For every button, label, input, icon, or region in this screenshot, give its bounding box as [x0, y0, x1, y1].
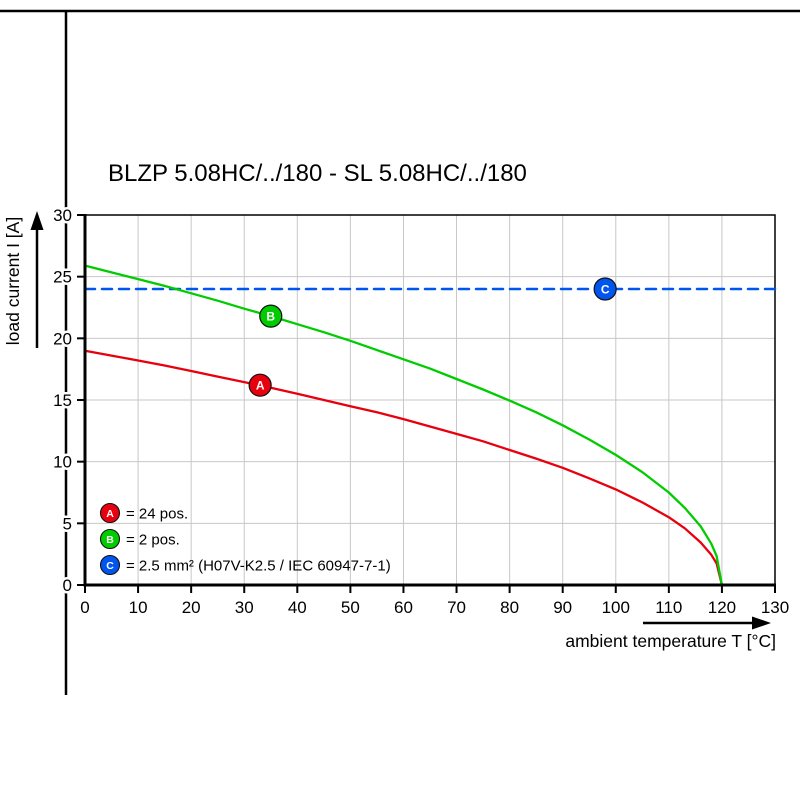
x-tick-label: 20: [182, 598, 201, 617]
x-axis-arrowhead-icon: [752, 616, 771, 630]
curve-marker-circle: [593, 277, 617, 301]
legend-marker-letter: C: [106, 560, 114, 572]
curve-marker-circle: [248, 373, 272, 397]
x-tick-label: 120: [708, 598, 736, 617]
x-tick-label: 130: [761, 598, 789, 617]
x-tick-label: 50: [341, 598, 360, 617]
curve-marker-B: B: [259, 304, 283, 328]
legend-item-B: B = 2 pos.: [99, 528, 180, 550]
legend-marker-circle: [99, 502, 121, 524]
legend-label: = 2 pos.: [126, 532, 180, 549]
x-tick-label: 70: [447, 598, 466, 617]
curve-marker-letter: C: [601, 283, 610, 297]
series-curve-A: [83, 349, 724, 587]
y-tick-label: 30: [53, 206, 72, 225]
y-tick-label: 0: [63, 576, 72, 595]
series-curve-B: [83, 264, 724, 587]
y-axis-label: load current I [A]: [3, 217, 23, 345]
legend-label: = 24 pos.: [126, 506, 188, 523]
x-tick-label: 80: [500, 598, 519, 617]
y-tick-label: 10: [53, 453, 72, 472]
y-axis-arrowhead-icon: [30, 211, 44, 230]
x-tick-label: 110: [655, 598, 682, 617]
legend-item-C: C = 2.5 mm² (H07V-K2.5 / IEC 60947-7-1): [99, 554, 391, 576]
chart-title: BLZP 5.08HC/../180 - SL 5.08HC/../180: [108, 160, 527, 187]
x-tick-label: 0: [80, 598, 89, 617]
x-tick-label: 40: [288, 598, 307, 617]
curve-marker-circle: [259, 304, 283, 328]
curve-marker-A: A: [248, 373, 272, 397]
y-tick-label: 25: [53, 268, 72, 287]
legend-label: = 2.5 mm² (H07V-K2.5 / IEC 60947-7-1): [126, 558, 391, 575]
x-tick-label: 100: [602, 598, 630, 617]
x-tick-label: 30: [235, 598, 254, 617]
x-axis-label: ambient temperature T [°C]: [565, 631, 776, 651]
x-tick-label: 10: [129, 598, 148, 617]
x-tick-label: 60: [394, 598, 413, 617]
curve-marker-letter: A: [256, 379, 265, 393]
legend-marker-letter: B: [106, 534, 114, 546]
y-tick-label: 20: [53, 329, 72, 348]
legend-marker-letter: A: [106, 508, 114, 520]
legend-marker-circle: [99, 528, 121, 550]
legend-marker-circle: [99, 554, 121, 576]
curve-marker-C: C: [593, 277, 617, 301]
legend-item-A: A = 24 pos.: [99, 502, 188, 524]
y-tick-label: 5: [63, 514, 72, 533]
y-tick-label: 15: [53, 391, 72, 410]
x-tick-label: 90: [553, 598, 572, 617]
curve-marker-letter: B: [266, 310, 275, 324]
